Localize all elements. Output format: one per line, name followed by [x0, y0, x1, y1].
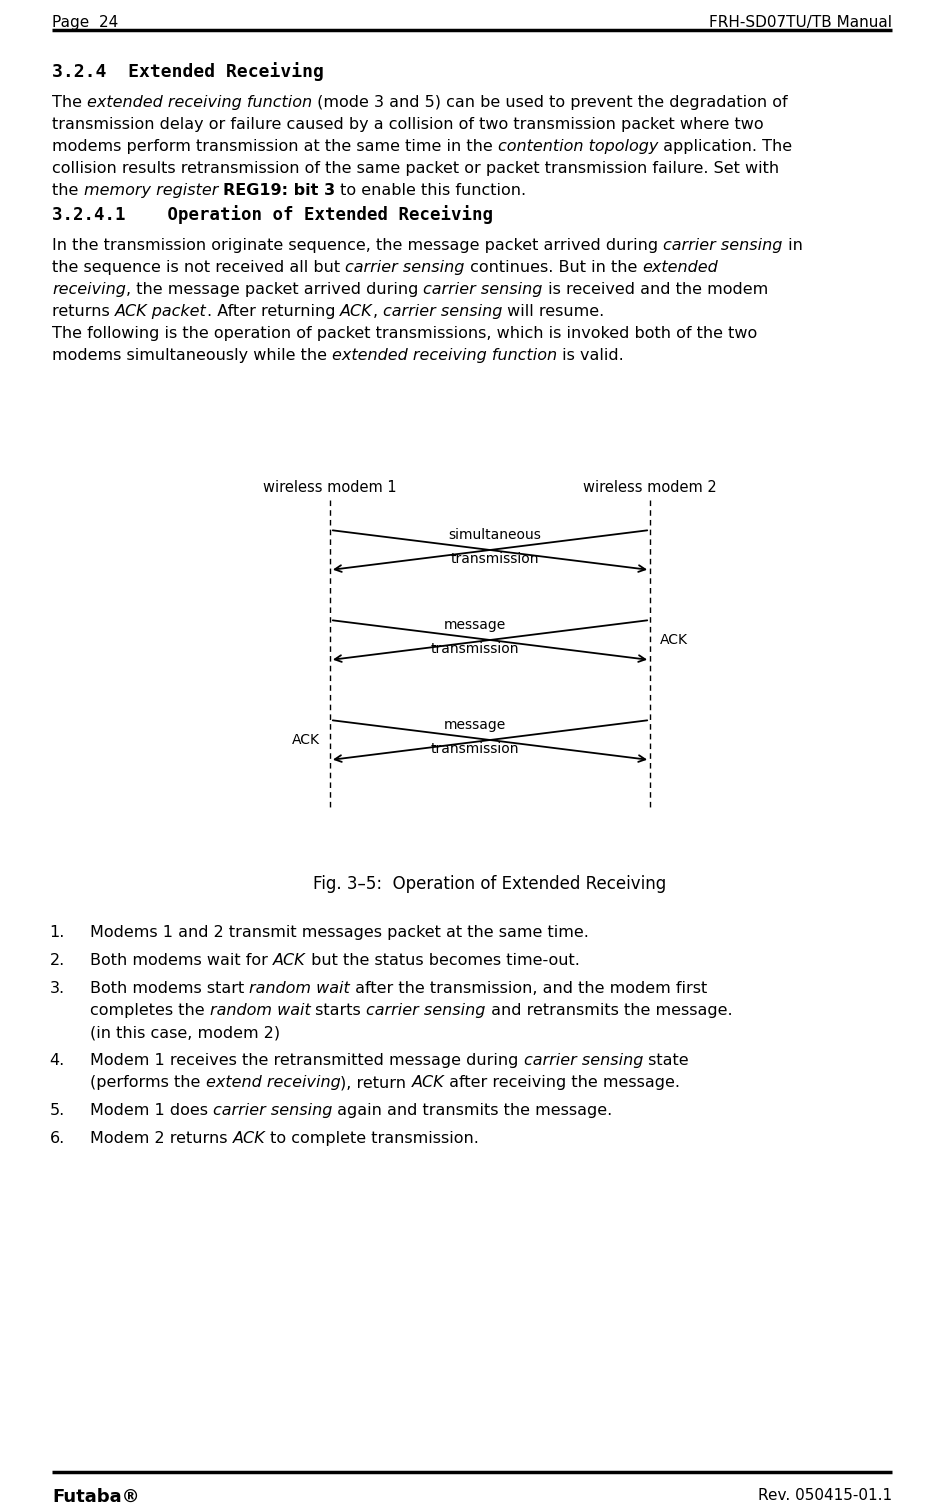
- Text: ACK: ACK: [340, 304, 373, 319]
- Text: modems simultaneously while the: modems simultaneously while the: [52, 348, 332, 363]
- Text: to complete transmission.: to complete transmission.: [265, 1130, 480, 1145]
- Text: . After returning: . After returning: [207, 304, 340, 319]
- Text: transmission: transmission: [430, 642, 519, 656]
- Text: will resume.: will resume.: [502, 304, 605, 319]
- Text: carrier sensing: carrier sensing: [366, 1004, 486, 1019]
- Text: (performs the: (performs the: [90, 1074, 206, 1090]
- Text: 2.: 2.: [50, 952, 65, 967]
- Text: the: the: [52, 182, 83, 197]
- Text: receiving: receiving: [52, 282, 126, 297]
- Text: Modem 1 does: Modem 1 does: [90, 1103, 213, 1118]
- Text: wireless modem 2: wireless modem 2: [583, 481, 716, 494]
- Text: transmission: transmission: [430, 741, 519, 757]
- Text: memory register: memory register: [83, 182, 218, 197]
- Text: message: message: [444, 717, 506, 732]
- Text: ACK: ACK: [273, 952, 306, 967]
- Text: again and transmits the message.: again and transmits the message.: [332, 1103, 613, 1118]
- Text: ,: ,: [373, 304, 383, 319]
- Text: ACK packet: ACK packet: [115, 304, 207, 319]
- Text: carrier sensing: carrier sensing: [664, 238, 783, 253]
- Text: Page  24: Page 24: [52, 15, 118, 30]
- Text: Modem 2 returns: Modem 2 returns: [90, 1130, 232, 1145]
- Text: modems perform transmission at the same time in the: modems perform transmission at the same …: [52, 139, 497, 154]
- Text: Both modems wait for: Both modems wait for: [90, 952, 273, 967]
- Text: and retransmits the message.: and retransmits the message.: [486, 1004, 733, 1019]
- Text: Rev. 050415-01.1: Rev. 050415-01.1: [758, 1487, 892, 1502]
- Text: ACK: ACK: [660, 633, 688, 647]
- Text: extended receiving function: extended receiving function: [332, 348, 557, 363]
- Text: extended receiving function: extended receiving function: [87, 95, 312, 110]
- Text: is received and the modem: is received and the modem: [543, 282, 768, 297]
- Text: message: message: [444, 618, 506, 631]
- Text: Modems 1 and 2 transmit messages packet at the same time.: Modems 1 and 2 transmit messages packet …: [90, 925, 589, 940]
- Text: 5.: 5.: [50, 1103, 65, 1118]
- Text: collision results retransmission of the same packet or packet transmission failu: collision results retransmission of the …: [52, 161, 779, 176]
- Text: 3.2.4.1    Operation of Extended Receiving: 3.2.4.1 Operation of Extended Receiving: [52, 205, 493, 225]
- Text: carrier sensing: carrier sensing: [383, 304, 502, 319]
- Text: random wait: random wait: [210, 1004, 311, 1019]
- Text: FRH-SD07TU/TB Manual: FRH-SD07TU/TB Manual: [709, 15, 892, 30]
- Text: carrier sensing: carrier sensing: [524, 1053, 643, 1068]
- Text: returns: returns: [52, 304, 115, 319]
- Text: the sequence is not received all but: the sequence is not received all but: [52, 261, 346, 274]
- Text: is valid.: is valid.: [557, 348, 624, 363]
- Text: starts: starts: [311, 1004, 366, 1019]
- Text: Fig. 3–5:  Operation of Extended Receiving: Fig. 3–5: Operation of Extended Receivin…: [313, 876, 666, 894]
- Text: carrier sensing: carrier sensing: [423, 282, 543, 297]
- Text: The following is the operation of packet transmissions, which is invoked both of: The following is the operation of packet…: [52, 326, 757, 341]
- Text: state: state: [643, 1053, 688, 1068]
- Text: simultaneous: simultaneous: [448, 527, 542, 543]
- Text: wireless modem 1: wireless modem 1: [263, 481, 396, 494]
- Text: (mode 3 and 5) can be used to prevent the degradation of: (mode 3 and 5) can be used to prevent th…: [312, 95, 788, 110]
- Text: 3.2.4  Extended Receiving: 3.2.4 Extended Receiving: [52, 62, 324, 81]
- Text: 3.: 3.: [50, 981, 65, 996]
- Text: carrier sensing: carrier sensing: [213, 1103, 332, 1118]
- Text: contention topology: contention topology: [497, 139, 658, 154]
- Text: Futaba®: Futaba®: [52, 1487, 140, 1505]
- Text: application. The: application. The: [658, 139, 792, 154]
- Text: REG19: bit 3: REG19: bit 3: [223, 182, 335, 197]
- Text: 6.: 6.: [50, 1130, 65, 1145]
- Text: transmission: transmission: [450, 552, 539, 567]
- Text: transmission delay or failure caused by a collision of two transmission packet w: transmission delay or failure caused by …: [52, 118, 764, 133]
- Text: extended: extended: [642, 261, 717, 274]
- Text: 1.: 1.: [50, 925, 65, 940]
- Text: ), return: ), return: [340, 1074, 412, 1090]
- Text: after receiving the message.: after receiving the message.: [444, 1074, 680, 1090]
- Text: ACK: ACK: [292, 732, 320, 747]
- Text: ACK: ACK: [232, 1130, 265, 1145]
- Text: (in this case, modem 2): (in this case, modem 2): [90, 1025, 280, 1040]
- Text: extend receiving: extend receiving: [206, 1074, 340, 1090]
- Text: In the transmission originate sequence, the message packet arrived during: In the transmission originate sequence, …: [52, 238, 664, 253]
- Text: in: in: [783, 238, 802, 253]
- Text: 4.: 4.: [50, 1053, 65, 1068]
- Text: ACK: ACK: [412, 1074, 444, 1090]
- Text: random wait: random wait: [249, 981, 350, 996]
- Text: continues. But in the: continues. But in the: [464, 261, 642, 274]
- Text: Both modems start: Both modems start: [90, 981, 249, 996]
- Text: , the message packet arrived during: , the message packet arrived during: [126, 282, 423, 297]
- Text: but the status becomes time-out.: but the status becomes time-out.: [306, 952, 580, 967]
- Text: completes the: completes the: [90, 1004, 210, 1019]
- Text: after the transmission, and the modem first: after the transmission, and the modem fi…: [350, 981, 707, 996]
- Text: Modem 1 receives the retransmitted message during: Modem 1 receives the retransmitted messa…: [90, 1053, 524, 1068]
- Text: The: The: [52, 95, 87, 110]
- Text: carrier sensing: carrier sensing: [346, 261, 464, 274]
- Text: to enable this function.: to enable this function.: [335, 182, 526, 197]
